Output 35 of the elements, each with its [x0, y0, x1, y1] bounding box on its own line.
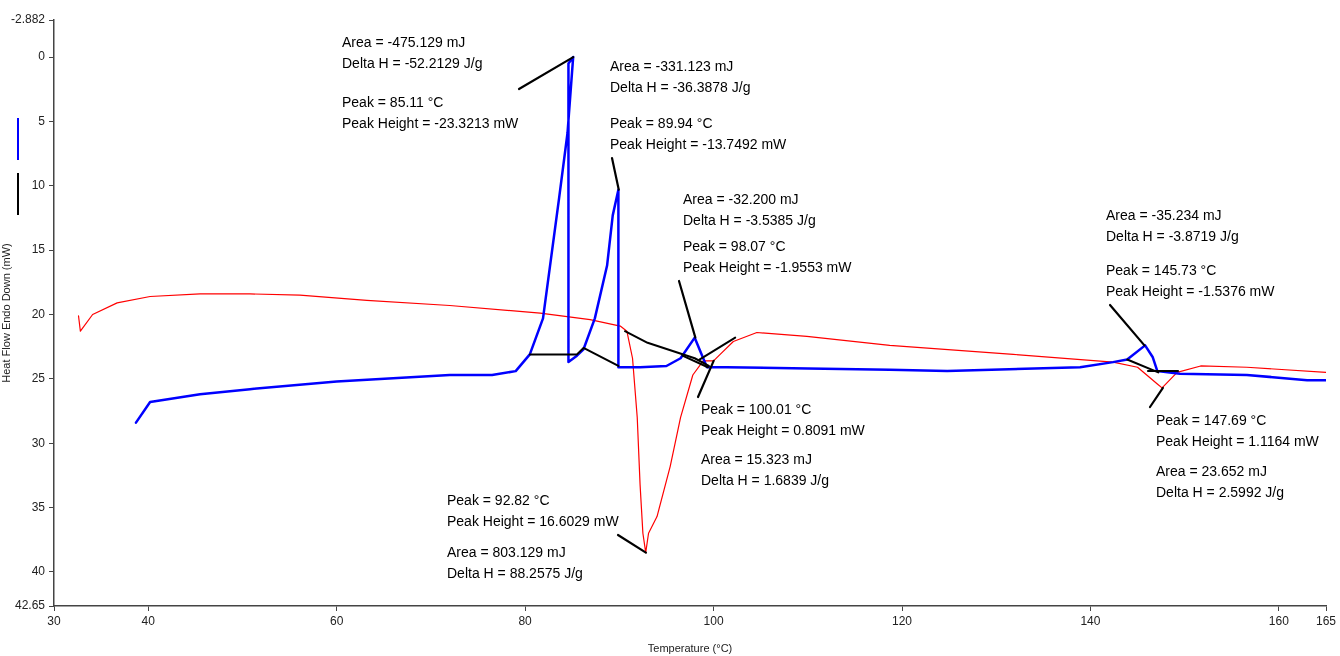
annotation: Peak = 85.11 °C Peak Height = -23.3213 mW: [342, 93, 520, 131]
annotation: Peak = 145.73 °C Peak Height = -1.5376 mW: [1106, 261, 1276, 299]
y-tick-label: 15: [31, 242, 46, 257]
y-tick-label: 42.65: [14, 598, 46, 613]
annotation: Peak = 92.82 °C Peak Height = 16.6029 mW: [447, 491, 620, 529]
x-tick-label: 140: [1080, 613, 1101, 628]
annotation: Area = -32.200 mJ Delta H = -3.5385 J/g: [683, 190, 816, 228]
y-tick-label: 25: [31, 371, 46, 386]
y-tick-label: 5: [38, 113, 46, 128]
y-axis-title: Heat Flow Endo Down (mW): [0, 243, 12, 383]
y-tick-label: 35: [31, 499, 46, 514]
x-tick-label: 60: [329, 613, 344, 628]
annotation: Peak = 100.01 °C Peak Height = 0.8091 mW: [701, 400, 866, 438]
x-tick-label: 165: [1315, 613, 1337, 628]
annotation: Area = -475.129 mJ Delta H = -52.2129 J/g: [342, 33, 483, 71]
x-tick-label: 160: [1268, 613, 1290, 628]
annotation: Area = -331.123 mJ Delta H = -36.3878 J/g: [610, 57, 751, 95]
y-tick-label: 30: [31, 435, 46, 450]
x-tick-label: 120: [891, 613, 913, 628]
annotation: Peak = 98.07 °C Peak Height = -1.9553 mW: [683, 237, 853, 275]
annotation: Area = 23.652 mJ Delta H = 2.5992 J/g: [1156, 462, 1285, 500]
x-tick-label: 40: [141, 613, 156, 628]
annotation: Peak = 89.94 °C Peak Height = -13.7492 mW: [610, 114, 788, 152]
x-axis-title: Temperature (°C): [647, 642, 733, 655]
annotation: Peak = 147.69 °C Peak Height = 1.1164 mW: [1156, 411, 1320, 449]
y-tick-label: 10: [31, 178, 46, 193]
x-tick-label: 80: [518, 613, 533, 628]
annotation: Area = -35.234 mJ Delta H = -3.8719 J/g: [1106, 206, 1239, 244]
annotation: Area = 15.323 mJ Delta H = 1.6839 J/g: [701, 450, 830, 488]
y-tick-label: -2.882: [10, 12, 46, 27]
y-tick-label: 20: [31, 306, 46, 321]
x-tick-label: 100: [703, 613, 724, 628]
y-tick-label: 40: [31, 564, 46, 579]
y-tick-label: 0: [38, 49, 46, 64]
annotation: Area = 803.129 mJ Delta H = 88.2575 J/g: [447, 543, 583, 581]
